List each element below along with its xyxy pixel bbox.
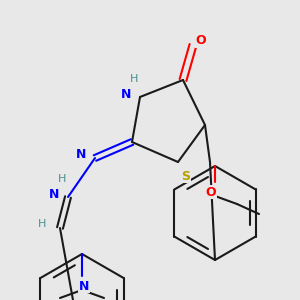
Text: H: H bbox=[38, 219, 46, 229]
Text: O: O bbox=[196, 34, 206, 47]
Text: N: N bbox=[76, 148, 86, 160]
Text: O: O bbox=[206, 185, 216, 199]
Text: H: H bbox=[58, 174, 66, 184]
Text: H: H bbox=[130, 74, 138, 84]
Text: S: S bbox=[182, 169, 190, 182]
Text: N: N bbox=[121, 88, 131, 101]
Text: N: N bbox=[79, 280, 89, 292]
Text: N: N bbox=[49, 188, 59, 202]
